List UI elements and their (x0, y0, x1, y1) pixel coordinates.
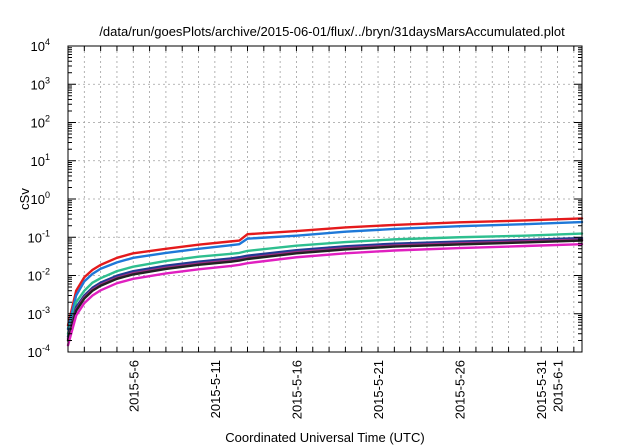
y-axis-title: cSv (17, 188, 32, 210)
x-tick-label: 2015-5-26 (453, 360, 468, 419)
chart-title: /data/run/goesPlots/archive/2015-06-01/f… (99, 24, 565, 39)
y-tick-label: 103 (31, 75, 50, 92)
y-tick-label: 10-1 (28, 228, 50, 245)
y-tick-label: 101 (31, 152, 50, 169)
series-group (66, 217, 584, 347)
y-tick-label: 10-4 (28, 343, 50, 360)
series-line-4 (66, 236, 584, 338)
series-line-3 (66, 232, 584, 335)
x-tick-label: 2015-5-21 (371, 360, 386, 419)
x-tick-label: 2015-5-11 (208, 360, 223, 418)
x-tick-label: 2015-5-16 (289, 360, 304, 419)
series-line-1 (66, 217, 584, 327)
x-tick-label: 2015-5-6 (126, 360, 141, 412)
y-axis: 10-4 10-3 10-2 10-1 100 101 102 103 104 (28, 37, 582, 360)
series-line-2 (66, 220, 584, 331)
series-line-6 (66, 239, 584, 342)
y-tick-label: 10-3 (28, 305, 50, 322)
y-tick-label: 102 (31, 114, 50, 131)
y-tick-label: 104 (31, 37, 50, 54)
series-line-7 (66, 242, 584, 347)
grid (68, 46, 582, 352)
x-tick-label: 2015-5-31 (534, 360, 549, 419)
y-tick-label: 100 (31, 190, 50, 207)
x-axis: 2015-5-6 2015-5-11 2015-5-16 2015-5-21 2015-… (83, 46, 575, 419)
x-tick-label: 2015-6-1 (551, 360, 566, 412)
y-tick-label: 10-2 (28, 267, 50, 284)
x-axis-title: Coordinated Universal Time (UTC) (225, 430, 424, 445)
